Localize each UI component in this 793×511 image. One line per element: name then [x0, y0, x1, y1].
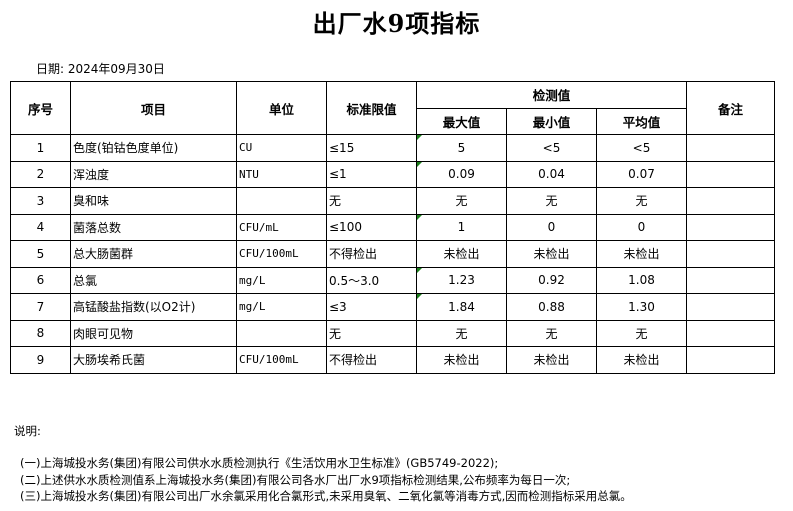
cell-max: 未检出 [416, 346, 507, 374]
cell-limit: ≤15 [326, 134, 417, 162]
cell-min: 无 [506, 187, 597, 215]
cell-max: 无 [416, 319, 507, 347]
cell-limit: 不得检出 [326, 346, 417, 374]
cell-item: 大肠埃希氏菌 [70, 346, 237, 374]
header-detected: 检测值 [416, 81, 687, 109]
cell-remark [686, 187, 775, 215]
header-avg: 平均值 [596, 107, 687, 135]
notes-label-text: 说明: [14, 424, 41, 438]
cell-remark [686, 160, 775, 188]
cell-unit: NTU [236, 160, 327, 188]
cell-min: 未检出 [506, 346, 597, 374]
cell-min: <5 [506, 134, 597, 162]
table-row: 2 浑浊度 NTU ≤1 0.09 0.04 0.07 [10, 160, 775, 188]
cell-limit: 无 [326, 187, 417, 215]
cell-item: 臭和味 [70, 187, 237, 215]
header-unit: 单位 [236, 81, 327, 135]
cell-avg: 无 [596, 187, 687, 215]
header-max: 最大值 [416, 107, 507, 135]
cell-avg: 1.30 [596, 293, 687, 321]
header-item: 项目 [70, 81, 237, 135]
note-line: (一)上海城投水务(集团)有限公司供水水质检测执行《生活饮用水卫生标准》(GB5… [20, 456, 499, 470]
cell-min: 0.04 [506, 160, 597, 188]
cell-limit: ≤1 [326, 160, 417, 188]
cell-no: 9 [10, 346, 71, 374]
cell-no: 3 [10, 187, 71, 215]
table-row: 6 总氯 mg/L 0.5～3.0 1.23 0.92 1.08 [10, 266, 775, 294]
cell-min: 0 [506, 213, 597, 241]
water-quality-table: 序号 项目 单位 标准限值 检测值 备注 最大值 最小值 平均值 1 色度(铂钴色… [10, 81, 775, 374]
cell-remark [686, 134, 775, 162]
header-limit: 标准限值 [326, 81, 417, 135]
report-date: 日期: 2024年09月30日 [36, 62, 165, 76]
cell-no: 5 [10, 240, 71, 268]
cell-avg: 未检出 [596, 346, 687, 374]
cell-no: 7 [10, 293, 71, 321]
cell-no: 6 [10, 266, 71, 294]
cell-avg: 1.08 [596, 266, 687, 294]
cell-item: 菌落总数 [70, 213, 237, 241]
note-line: (二)上述供水水质检测值系上海城投水务(集团)有限公司各水厂出厂水9项指标检测结… [20, 472, 571, 487]
cell-no: 4 [10, 213, 71, 241]
cell-no: 8 [10, 319, 71, 347]
table-row: 7 高锰酸盐指数(以O2计) mg/L ≤3 1.84 0.88 1.30 [10, 293, 775, 321]
cell-remark [686, 213, 775, 241]
cell-avg: <5 [596, 134, 687, 162]
cell-item: 总氯 [70, 266, 237, 294]
cell-avg: 未检出 [596, 240, 687, 268]
table-row: 5 总大肠菌群 CFU/100mL 不得检出 未检出 未检出 未检出 [10, 240, 775, 268]
cell-item: 色度(铂钴色度单位) [70, 134, 237, 162]
cell-min: 0.88 [506, 293, 597, 321]
cell-item: 浑浊度 [70, 160, 237, 188]
cell-max: 未检出 [416, 240, 507, 268]
table-row: 3 臭和味无无无无 [10, 187, 775, 215]
cell-avg: 无 [596, 319, 687, 347]
cell-remark [686, 319, 775, 347]
cell-unit: CFU/100mL [236, 240, 327, 268]
table-row: 9 大肠埃希氏菌 CFU/100mL 不得检出 未检出 未检出 未检出 [10, 346, 775, 374]
cell-item: 总大肠菌群 [70, 240, 237, 268]
cell-unit: mg/L [236, 266, 327, 294]
header-remark: 备注 [686, 81, 775, 135]
cell-unit: mg/L [236, 293, 327, 321]
cell-item: 高锰酸盐指数(以O2计) [70, 293, 237, 321]
cell-min: 无 [506, 319, 597, 347]
cell-limit: 0.5～3.0 [326, 266, 417, 294]
cell-remark [686, 293, 775, 321]
notes-label: 说明: [14, 423, 41, 440]
cell-remark [686, 240, 775, 268]
cell-max: 1 [416, 213, 507, 241]
cell-max: 0.09 [416, 160, 507, 188]
cell-max: 无 [416, 187, 507, 215]
cell-remark [686, 266, 775, 294]
cell-unit: CFU/mL [236, 213, 327, 241]
table-row: 8 肉眼可见物无无无无 [10, 319, 775, 347]
table-row: 1 色度(铂钴色度单位) CU ≤15 5 <5 <5 [10, 134, 775, 162]
cell-no: 1 [10, 134, 71, 162]
header-no: 序号 [10, 81, 71, 135]
cell-max: 1.23 [416, 266, 507, 294]
cell-max: 5 [416, 134, 507, 162]
cell-limit: ≤100 [326, 213, 417, 241]
note-line: (三)上海城投水务(集团)有限公司出厂水余氯采用化合氯形式,未采用臭氧、二氧化氯… [20, 489, 632, 503]
page-title: 出厂水9项指标 [312, 9, 481, 38]
cell-unit [236, 187, 327, 215]
cell-item: 肉眼可见物 [70, 319, 237, 347]
table-row: 4 菌落总数 CFU/mL ≤100 1 0 0 [10, 213, 775, 241]
cell-limit: 不得检出 [326, 240, 417, 268]
cell-limit: ≤3 [326, 293, 417, 321]
cell-avg: 0 [596, 213, 687, 241]
cell-remark [686, 346, 775, 374]
cell-limit: 无 [326, 319, 417, 347]
cell-unit [236, 319, 327, 347]
cell-avg: 0.07 [596, 160, 687, 188]
cell-min: 0.92 [506, 266, 597, 294]
notes-list: (一)上海城投水务(集团)有限公司供水水质检测执行《生活饮用水卫生标准》(GB5… [20, 455, 632, 505]
cell-min: 未检出 [506, 240, 597, 268]
cell-max: 1.84 [416, 293, 507, 321]
cell-unit: CFU/100mL [236, 346, 327, 374]
cell-unit: CU [236, 134, 327, 162]
header-min: 最小值 [506, 107, 597, 135]
cell-no: 2 [10, 160, 71, 188]
